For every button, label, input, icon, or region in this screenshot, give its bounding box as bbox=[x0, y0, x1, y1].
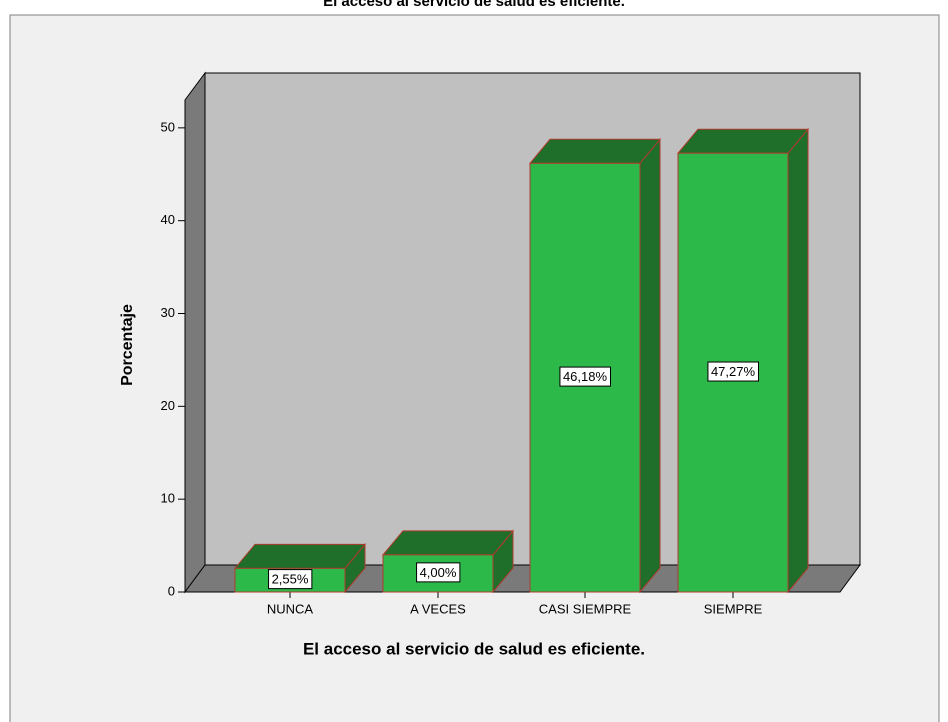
x-tick-label: SIEMPRE bbox=[704, 601, 763, 616]
bar-side bbox=[639, 137, 661, 594]
value-label-box bbox=[707, 361, 759, 382]
x-tick-label: A VECES bbox=[410, 601, 466, 616]
y-tick-label: 20 bbox=[161, 398, 175, 413]
y-tick-label: 40 bbox=[161, 212, 175, 227]
bar-side bbox=[787, 127, 809, 594]
bar-top bbox=[381, 530, 515, 556]
value-label: 2,55% bbox=[272, 572, 309, 587]
value-label-box bbox=[268, 569, 313, 590]
y-tick-label: 30 bbox=[161, 305, 175, 320]
value-label: 4,00% bbox=[420, 565, 457, 580]
value-label: 46,18% bbox=[563, 369, 608, 384]
x-tick-label: NUNCA bbox=[267, 601, 314, 616]
side-wall bbox=[184, 71, 206, 594]
bar-top bbox=[233, 543, 367, 569]
y-tick-label: 10 bbox=[161, 491, 175, 506]
value-label-box bbox=[559, 366, 611, 387]
y-tick-label: 50 bbox=[161, 119, 175, 134]
x-tick-label: CASI SIEMPRE bbox=[539, 601, 632, 616]
value-label: 47,27% bbox=[711, 364, 756, 379]
x-axis-label: El acceso al servicio de salud es eficie… bbox=[303, 639, 645, 658]
y-axis-label: Porcentaje bbox=[119, 304, 136, 386]
chart-title: El acceso al servicio de salud es eficie… bbox=[323, 0, 625, 10]
bar-top bbox=[528, 138, 662, 164]
bar-top bbox=[676, 128, 810, 154]
y-tick-label: 0 bbox=[168, 583, 175, 598]
value-label-box bbox=[416, 562, 461, 583]
